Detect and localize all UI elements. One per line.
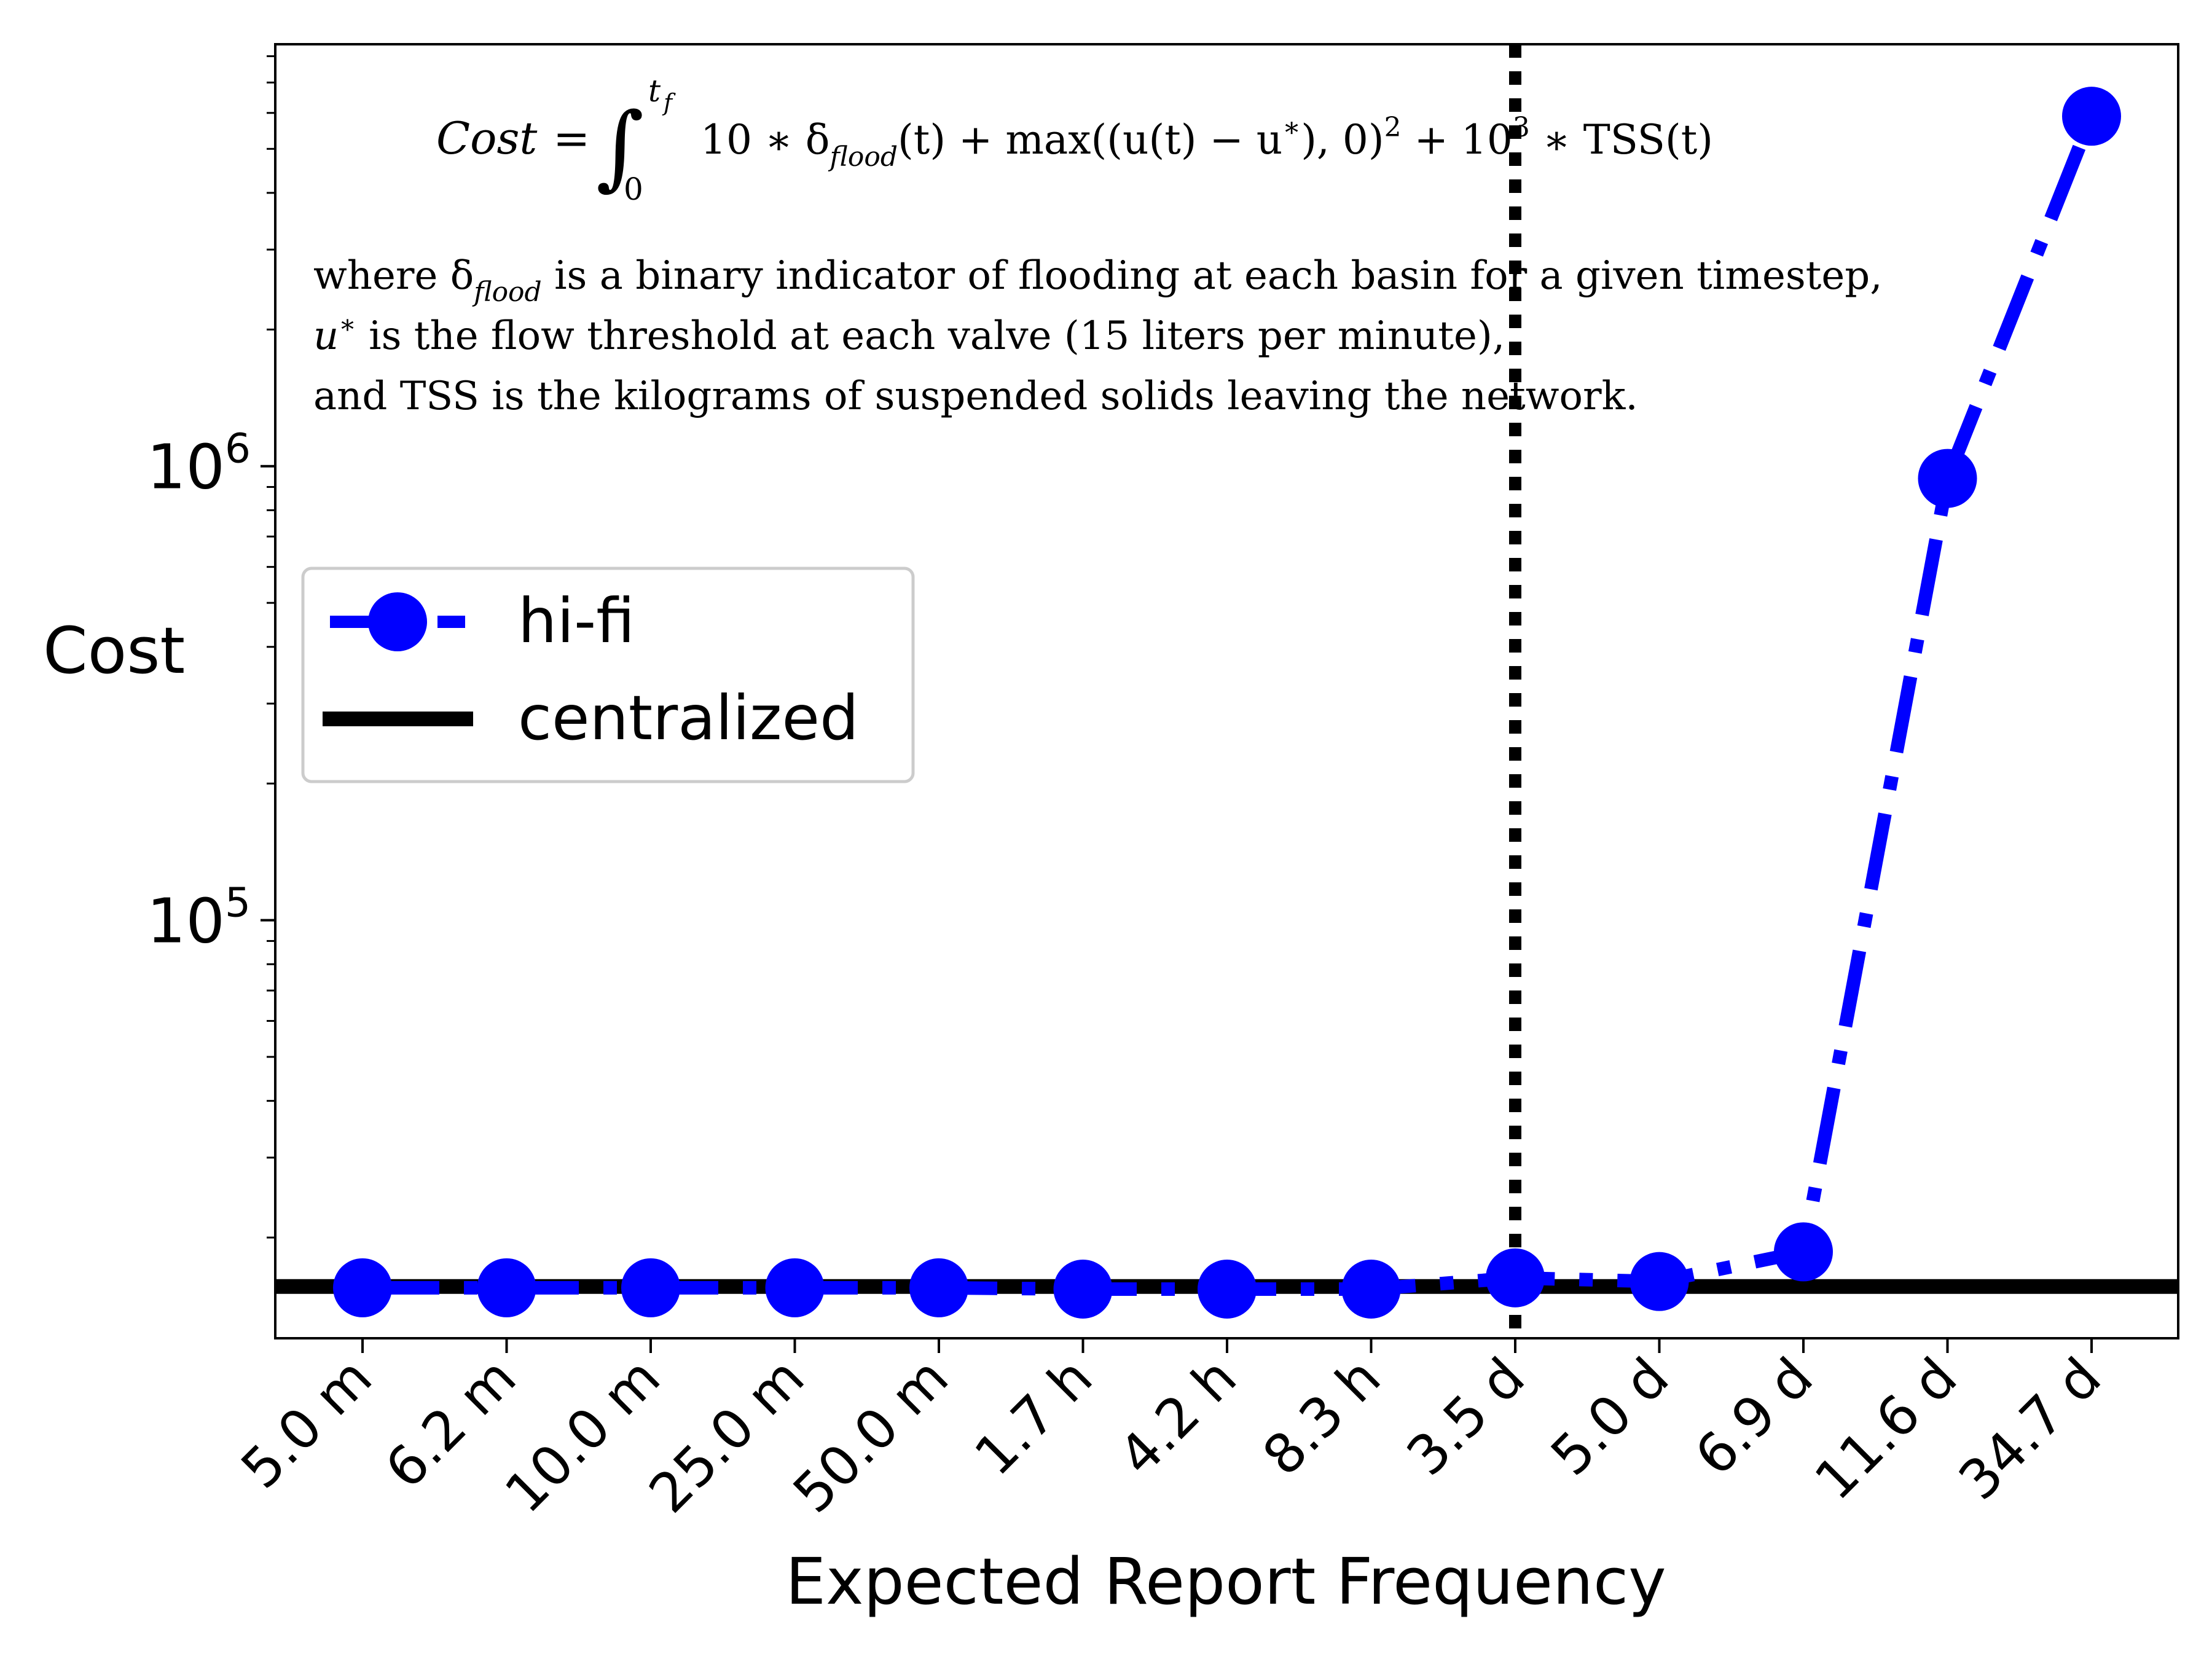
data-point-hi-fi xyxy=(477,1258,536,1317)
data-point-hi-fi xyxy=(1198,1259,1257,1319)
data-point-hi-fi xyxy=(1053,1259,1113,1319)
formula-upper-limit: t xyxy=(648,73,661,109)
data-point-hi-fi xyxy=(1918,449,1977,508)
data-point-hi-fi xyxy=(333,1258,392,1317)
formula-lhs: Cost xyxy=(436,112,538,164)
data-point-hi-fi xyxy=(2062,87,2121,146)
legend-centralized-label: centralized xyxy=(518,682,859,754)
formula-integral-sign: ∫ xyxy=(596,93,644,200)
legend-hi-fi-label: hi-fi xyxy=(518,585,635,657)
data-point-hi-fi xyxy=(909,1258,968,1317)
formula-body: 10 ∗ δflood(t) + max((u(t) − u∗), 0)2 + … xyxy=(700,112,1713,173)
legend-hi-fi-marker xyxy=(368,592,427,651)
formula-lower-limit: 0 xyxy=(624,171,643,207)
formula-equals: = xyxy=(553,112,590,164)
x-axis-label: Expected Report Frequency xyxy=(785,1544,1666,1619)
annotation-line-3: and TSS is the kilograms of suspended so… xyxy=(313,374,1638,419)
y-axis-label: Cost xyxy=(43,613,185,688)
annotation-line-2: u∗ is the flow threshold at each valve (… xyxy=(313,309,1505,359)
annotation-line-1: where δflood is a binary indicator of fl… xyxy=(313,253,1883,308)
data-point-hi-fi xyxy=(1341,1259,1401,1319)
data-point-hi-fi xyxy=(621,1258,680,1317)
chart-annotation: Cost = ∫ t f 0 10 ∗ δflood(t) + max((u(t… xyxy=(313,73,1883,419)
data-point-hi-fi xyxy=(1774,1222,1833,1282)
data-point-hi-fi xyxy=(1486,1248,1545,1308)
y-tick-label: 106 xyxy=(147,425,251,503)
y-tick-label: 105 xyxy=(147,879,251,957)
data-point-hi-fi xyxy=(1630,1252,1689,1311)
data-point-hi-fi xyxy=(765,1258,825,1317)
legend: hi-fi centralized xyxy=(301,567,915,783)
series-hi-fi xyxy=(333,87,2121,1319)
